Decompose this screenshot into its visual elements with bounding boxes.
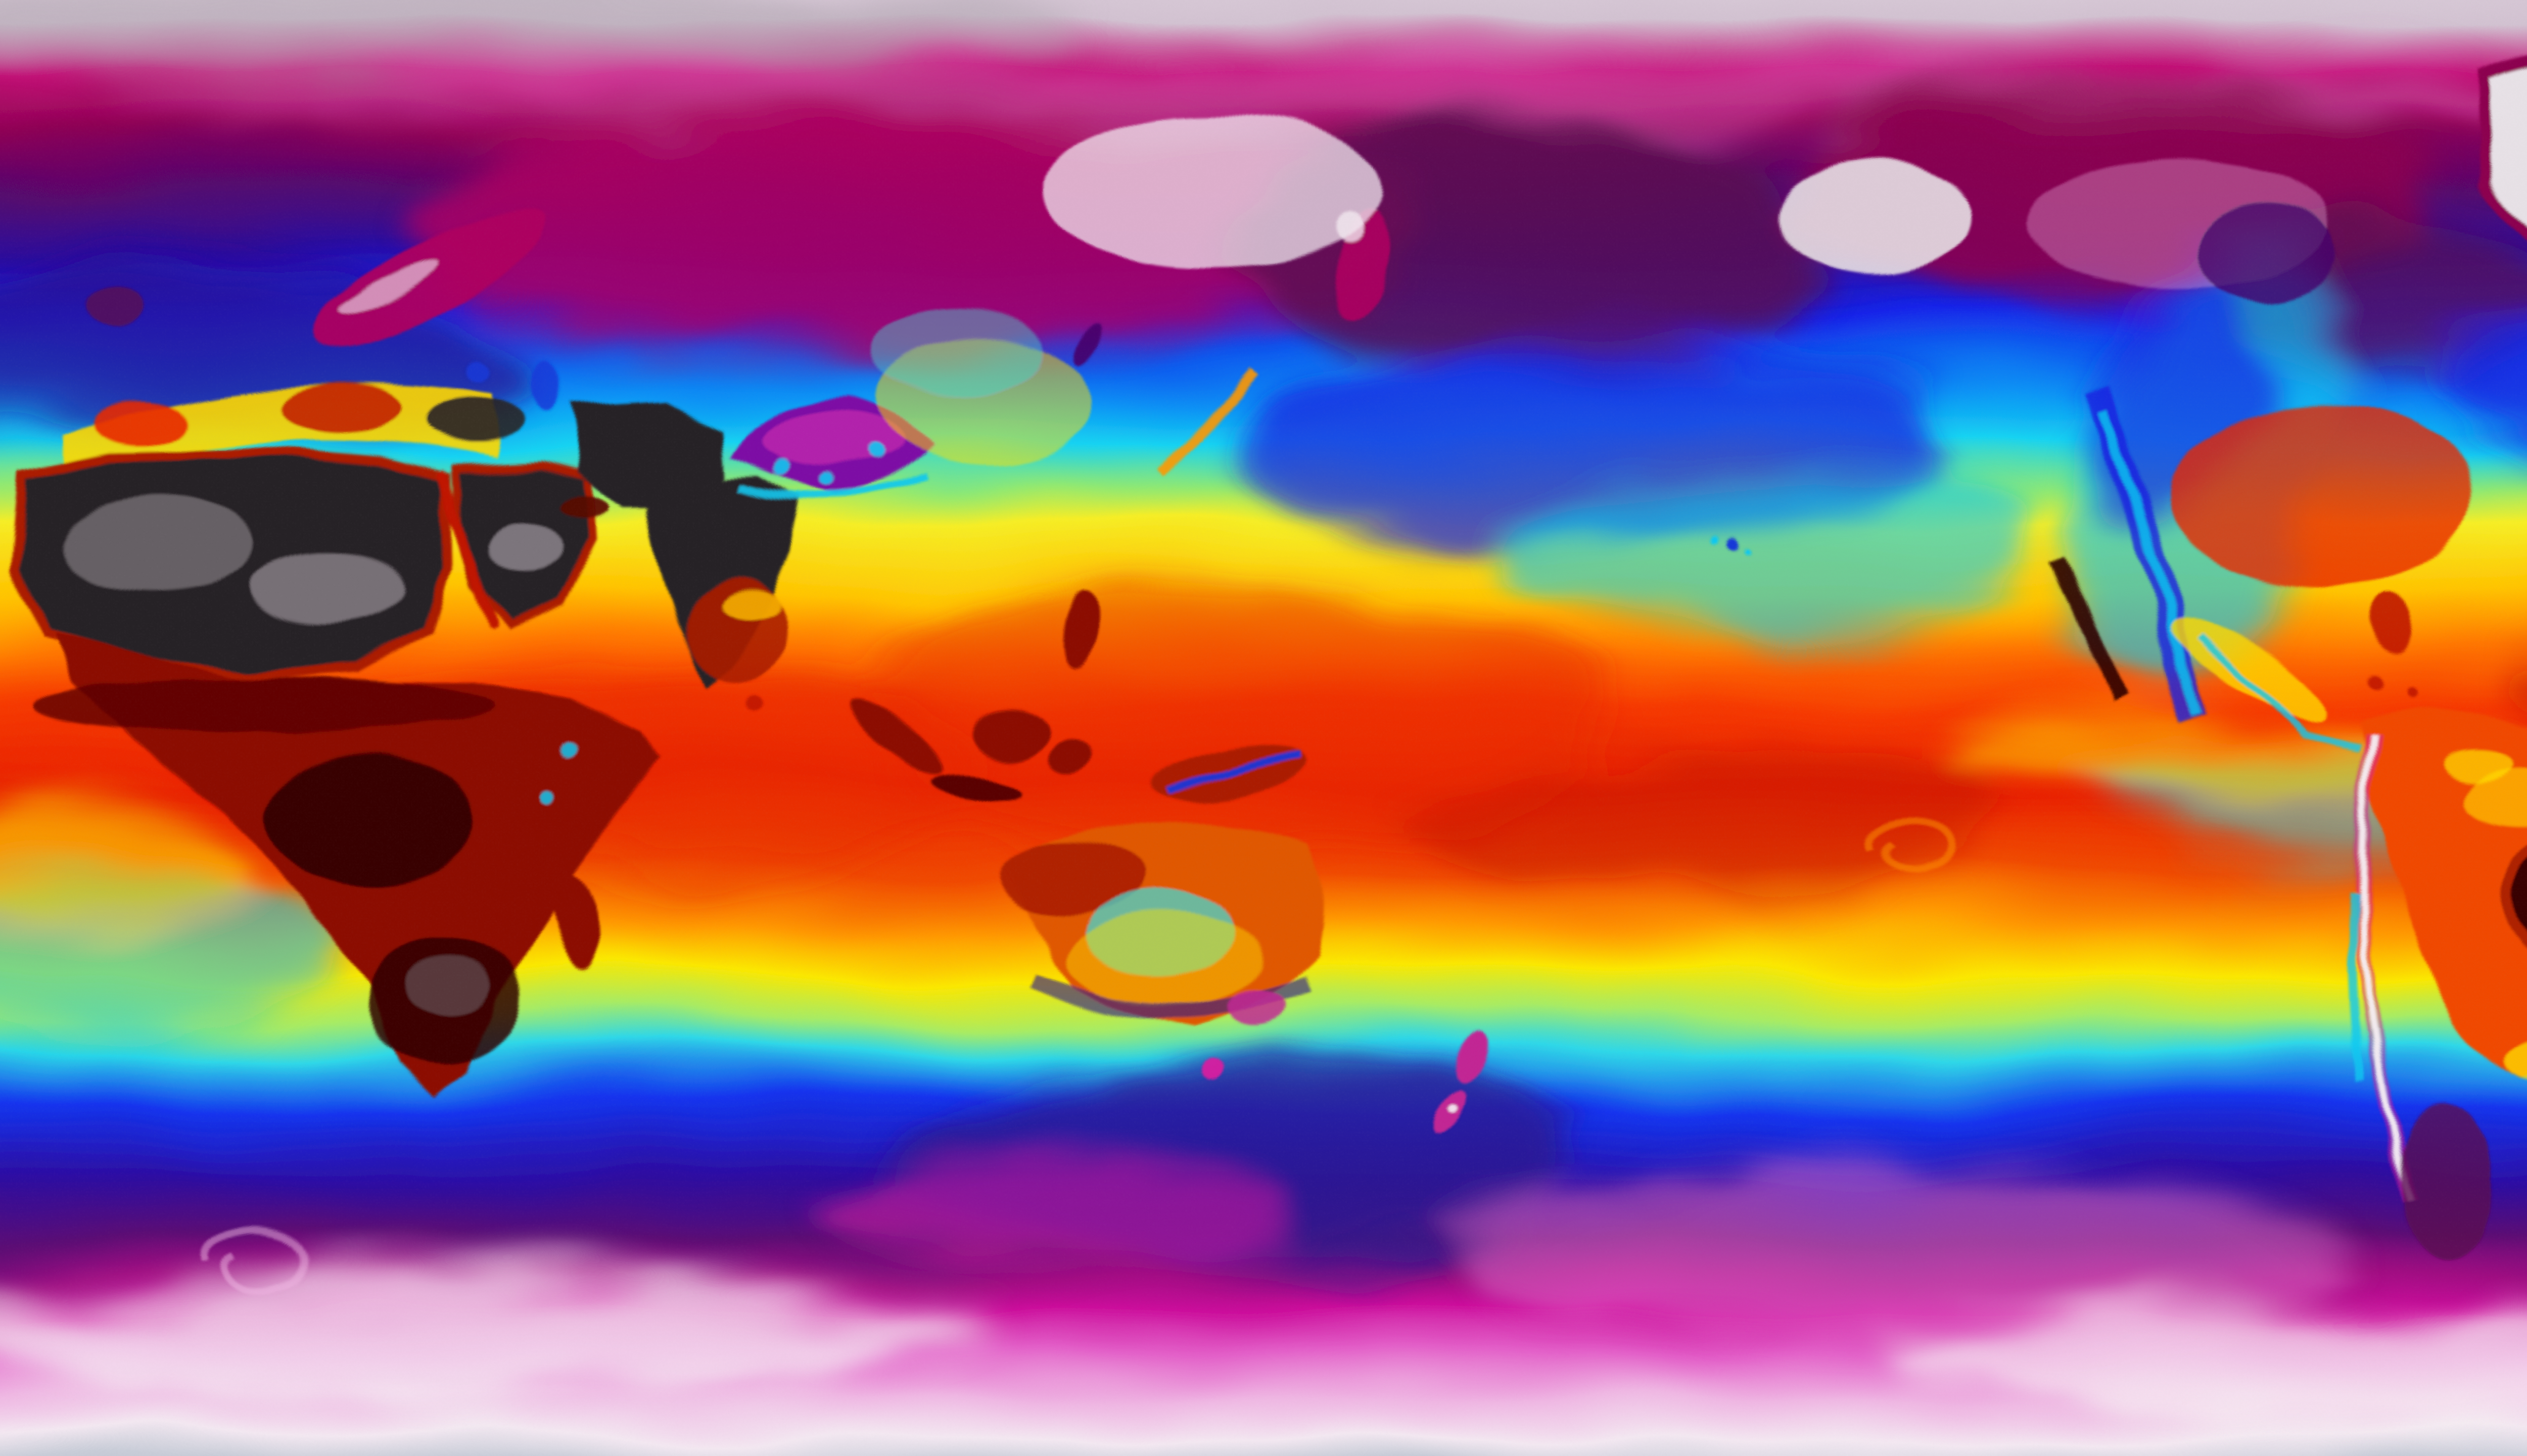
noise-texture-overlay	[0, 0, 2527, 1456]
world-heatmap-svg	[0, 0, 2527, 1456]
global-temperature-map	[0, 0, 2527, 1456]
